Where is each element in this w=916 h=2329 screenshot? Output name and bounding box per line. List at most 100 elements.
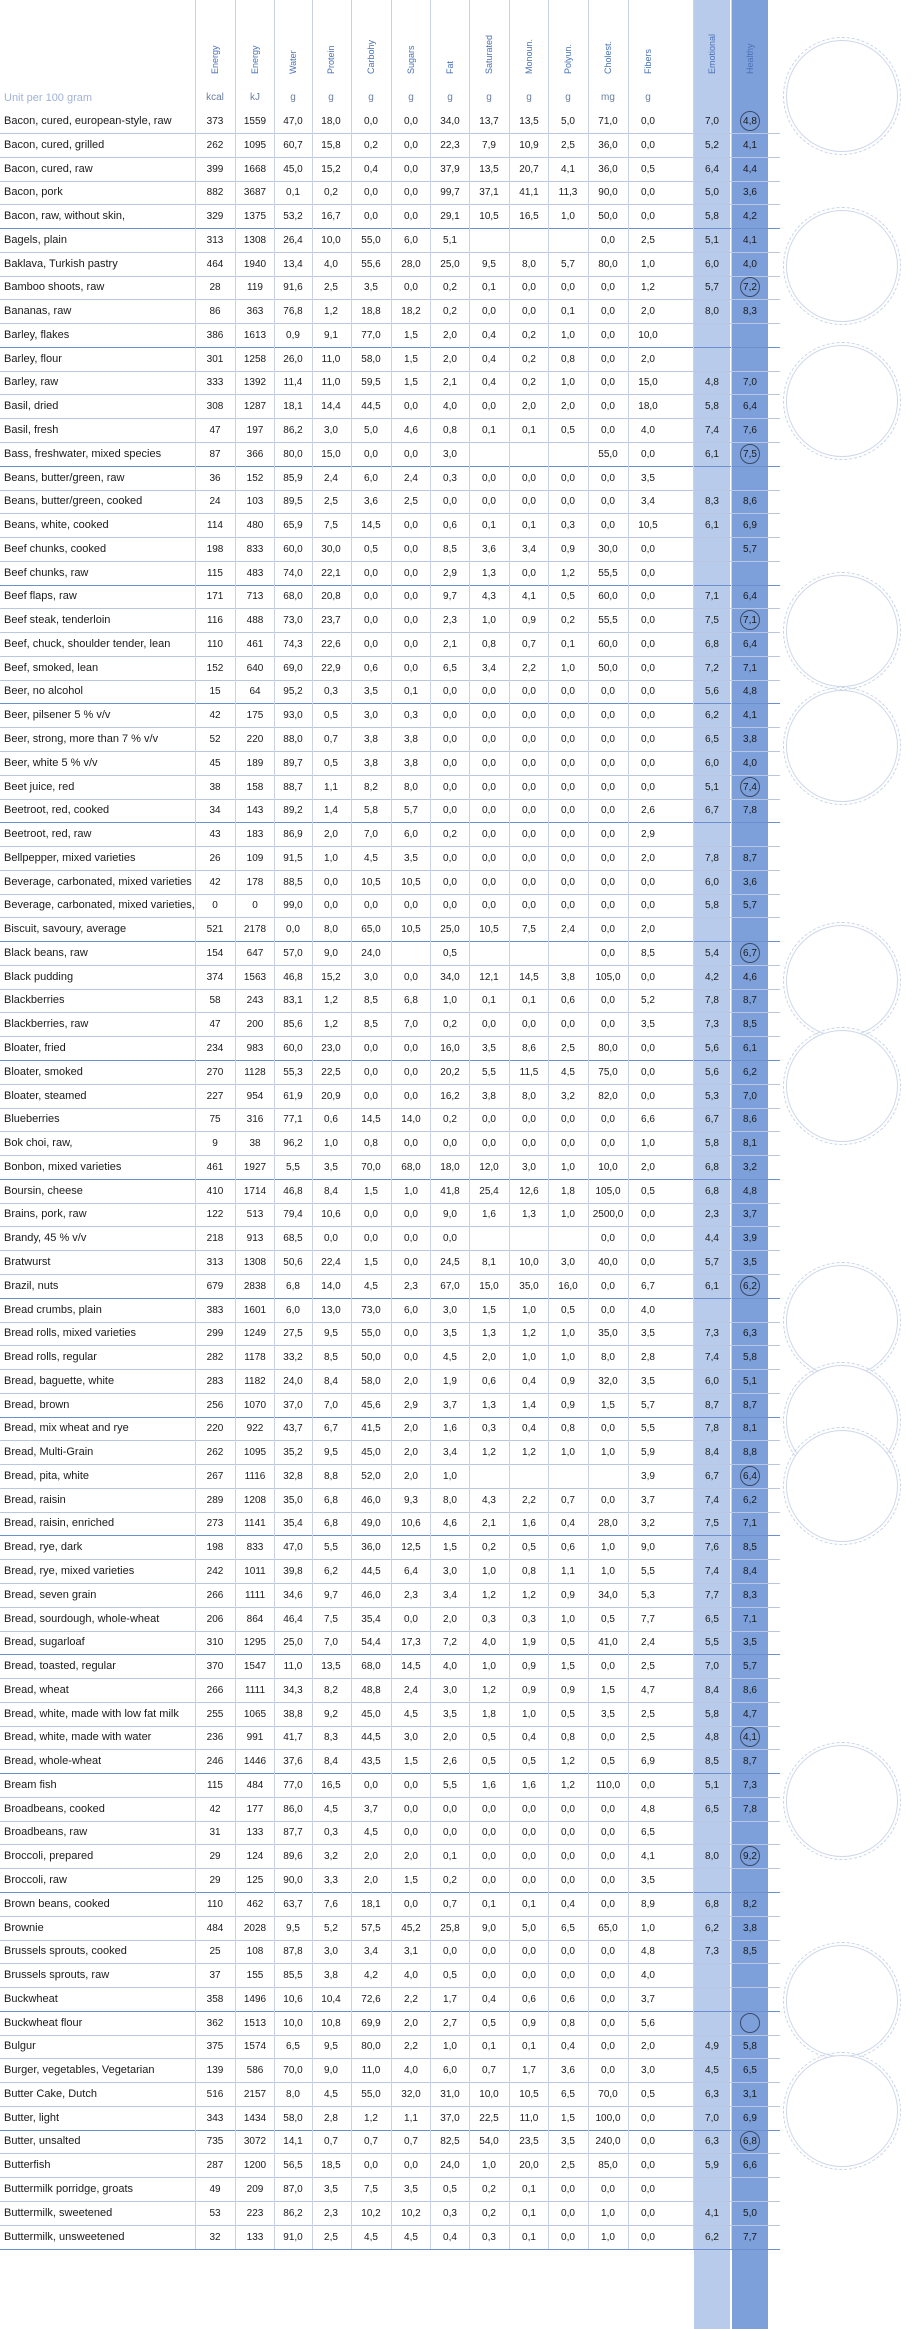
value-cell: 28 <box>209 282 221 294</box>
value-cell: 0,0 <box>561 1851 575 1863</box>
table-row: Brains, pork, raw 122 513 79,4 10,6 0,0 0,0 9,0… <box>0 1203 780 1228</box>
value-cell: 73,0 <box>361 1304 381 1316</box>
value-cell: 85,5 <box>283 1970 303 1982</box>
value-cell: 7,4 <box>705 1565 719 1577</box>
value-cell: 0,0 <box>522 781 536 793</box>
value-cell: 5,0 <box>743 2207 757 2219</box>
value-cell: 991 <box>246 1732 264 1744</box>
food-name: Blackberries <box>4 994 65 1007</box>
value-cell: 333 <box>206 377 224 389</box>
value-cell: 3,0 <box>443 448 457 460</box>
value-cell: 0,0 <box>601 1019 615 1031</box>
value-cell: 8,8 <box>324 1470 338 1482</box>
value-cell: 220 <box>246 734 264 746</box>
value-cell: 3,2 <box>324 1851 338 1863</box>
value-cell: 69,9 <box>361 2017 381 2029</box>
value-cell: 0,0 <box>601 924 615 936</box>
brazil-nuts-photo <box>783 1262 901 1380</box>
value-cell: 5,3 <box>705 1090 719 1102</box>
value-cell: 175 <box>246 710 264 722</box>
value-cell: 0,0 <box>601 757 615 769</box>
column-header: Protein <box>313 0 349 88</box>
table-row: Bread, seven grain 266 1111 34,6 9,7 46,0 2,3 3… <box>0 1584 780 1608</box>
value-cell <box>470 1227 508 1250</box>
value-cell: 6,5 <box>561 2088 575 2100</box>
value-cell: 0,0 <box>601 2017 615 2029</box>
value-cell: 1,7 <box>522 2065 536 2077</box>
value-cell: 8,5 <box>443 543 457 555</box>
value-cell: 3,5 <box>404 2183 418 2195</box>
table-row: Black beans, raw 154 647 57,0 9,0 24,0 0,5 0,0 8… <box>0 942 780 966</box>
food-name: Butter, unsalted <box>4 2135 81 2148</box>
value-cell: 4,2 <box>705 971 719 983</box>
column-separator <box>430 0 431 2250</box>
value-cell: 4,1 <box>522 591 536 603</box>
value-cell: 15,0 <box>638 377 658 389</box>
column-separator <box>274 0 275 2250</box>
column-header-label: Fat <box>445 60 455 74</box>
value-cell: 2,0 <box>641 1161 655 1173</box>
value-cell: 87,7 <box>283 1827 303 1839</box>
value-cell: 308 <box>206 401 224 413</box>
table-row: Blackberries 58 243 83,1 1,2 8,5 6,8 1,0 0,1 0,1 0… <box>0 989 780 1014</box>
value-cell: 0,0 <box>443 686 457 698</box>
highlight-circle <box>740 2012 760 2033</box>
value-cell: 100,0 <box>595 2112 621 2124</box>
value-cell: 35,0 <box>283 1494 303 1506</box>
value-cell: 0,0 <box>522 1138 536 1150</box>
value-cell: 329 <box>206 211 224 223</box>
value-cell: 77,1 <box>283 1114 303 1126</box>
value-cell: 58,0 <box>361 353 381 365</box>
value-cell: 1,2 <box>482 1684 496 1696</box>
value-cell: 89,7 <box>283 757 303 769</box>
value-cell: 38 <box>209 781 221 793</box>
column-header-label: Fibers <box>643 48 653 74</box>
column-separator <box>731 0 732 2250</box>
value-cell: 3,4 <box>364 1946 378 1958</box>
value-cell: 1,2 <box>561 1779 575 1791</box>
value-cell: 41,1 <box>519 187 539 199</box>
value-cell: 1,4 <box>324 805 338 817</box>
food-name: Bacon, cured, european-style, raw <box>4 115 172 127</box>
table-row: Beans, white, cooked 114 480 65,9 7,5 14,5 0,0… <box>0 514 780 539</box>
value-cell: 200 <box>246 1019 264 1031</box>
value-cell: 1,5 <box>561 1661 575 1673</box>
food-name: Beef flaps, raw <box>4 590 77 603</box>
highlight-circle <box>740 443 760 464</box>
value-cell: 4,5 <box>364 1827 378 1839</box>
value-cell: 8,0 <box>705 1851 719 1863</box>
value-cell: 55,3 <box>283 1066 303 1078</box>
food-name: Buttermilk, sweetened <box>4 2206 113 2219</box>
value-cell: 0,0 <box>482 900 496 912</box>
value-cell: 0,1 <box>522 1898 536 1910</box>
value-cell: 3,4 <box>443 1589 457 1601</box>
value-cell: 10,6 <box>283 1993 303 2005</box>
value-cell: 0,0 <box>443 1827 457 1839</box>
table-row: Brandy, 45 % v/v 218 913 68,5 0,0 0,0 0,0 0,0 0,… <box>0 1227 780 1252</box>
value-cell: 5,7 <box>705 282 719 294</box>
value-cell: 2,9 <box>641 829 655 841</box>
value-cell <box>732 2178 768 2201</box>
table-row: Beef, chuck, shoulder tender, lean 110 461… <box>0 633 780 657</box>
food-name: Beetroot, red, cooked <box>4 804 110 817</box>
value-cell: 1,2 <box>482 1589 496 1601</box>
value-cell: 0,0 <box>601 1138 615 1150</box>
broccoli-photo <box>783 1942 901 2060</box>
value-cell: 0,0 <box>404 1209 418 1221</box>
food-name: Bloater, steamed <box>4 1089 87 1102</box>
value-cell <box>732 1964 768 1987</box>
value-cell: 0,0 <box>641 1066 655 1078</box>
value-cell: 10,5 <box>479 924 499 936</box>
value-cell: 11,0 <box>321 377 341 389</box>
value-cell: 5,1 <box>743 1375 757 1387</box>
table-row: Beetroot, red, raw 43 183 86,9 2,0 7,0 6,0 0,2 0… <box>0 823 780 848</box>
table-row: Bread, raisin 289 1208 35,0 6,8 46,0 9,3 8,0 4,3… <box>0 1489 780 1513</box>
value-cell: 0,0 <box>482 686 496 698</box>
value-cell: 0,1 <box>482 995 496 1007</box>
value-cell: 4,5 <box>364 1280 378 1292</box>
value-cell: 105,0 <box>595 1185 621 1197</box>
value-cell: 4,8 <box>705 377 719 389</box>
value-cell: 17,3 <box>401 1637 421 1649</box>
value-cell: 53 <box>209 2207 221 2219</box>
value-cell: 18,2 <box>401 306 421 318</box>
